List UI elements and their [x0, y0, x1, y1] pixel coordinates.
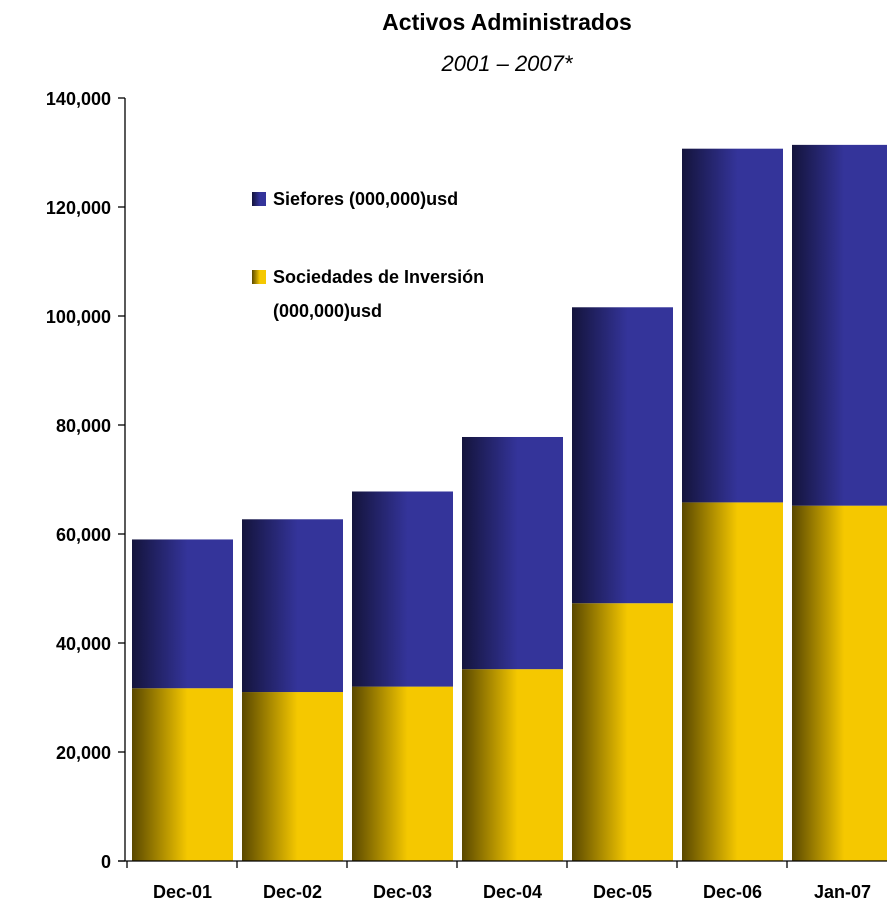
y-tick-label: 40,000 [56, 634, 111, 654]
axes-layer: 0 20,000 40,000 60,000 80,000 100,000 120,000 1… [46, 89, 887, 902]
bar-dec-02-series-2 [242, 519, 343, 693]
bar-dec-02-series-1 [242, 692, 343, 861]
bar-dec-03-series-1 [352, 686, 453, 861]
bar-dec-04-series-2 [462, 436, 563, 670]
y-tick-label: 0 [101, 852, 111, 872]
x-tick-label: Dec-06 [703, 882, 762, 902]
bar-dec-05-series-2 [572, 307, 673, 604]
y-tick-label: 120,000 [46, 198, 111, 218]
bar-jan-07-series-1 [792, 505, 887, 861]
bar-dec-01-series-2 [132, 539, 233, 689]
x-tick-label: Dec-01 [153, 882, 212, 902]
bar-dec-03-series-2 [352, 491, 453, 687]
bars-layer [132, 144, 887, 861]
legend-swatch [252, 270, 266, 284]
y-tick-label: 60,000 [56, 525, 111, 545]
bar-dec-01-series-1 [132, 688, 233, 861]
legend: Siefores (000,000)usd Sociedades de Inver… [252, 189, 484, 321]
legend-label: Siefores (000,000)usd [273, 189, 458, 209]
legend-swatch [252, 192, 266, 206]
x-tick-label: Dec-03 [373, 882, 432, 902]
bar-dec-04-series-1 [462, 669, 563, 861]
y-tick-label: 140,000 [46, 89, 111, 109]
chart-title: Activos Administrados [382, 9, 632, 35]
bar-jan-07-series-2 [792, 144, 887, 506]
legend-label: (000,000)usd [273, 301, 382, 321]
x-tick-label: Jan-07 [814, 882, 871, 902]
x-tick-label: Dec-02 [263, 882, 322, 902]
legend-label: Sociedades de Inversión [273, 267, 484, 287]
y-tick-label: 20,000 [56, 743, 111, 763]
bar-dec-06-series-2 [682, 148, 783, 503]
bar-dec-05-series-1 [572, 603, 673, 861]
x-tick-label: Dec-05 [593, 882, 652, 902]
chart-subtitle: 2001 – 2007* [441, 51, 574, 76]
y-tick-label: 80,000 [56, 416, 111, 436]
bar-dec-06-series-1 [682, 502, 783, 861]
x-tick-label: Dec-04 [483, 882, 542, 902]
y-tick-label: 100,000 [46, 307, 111, 327]
